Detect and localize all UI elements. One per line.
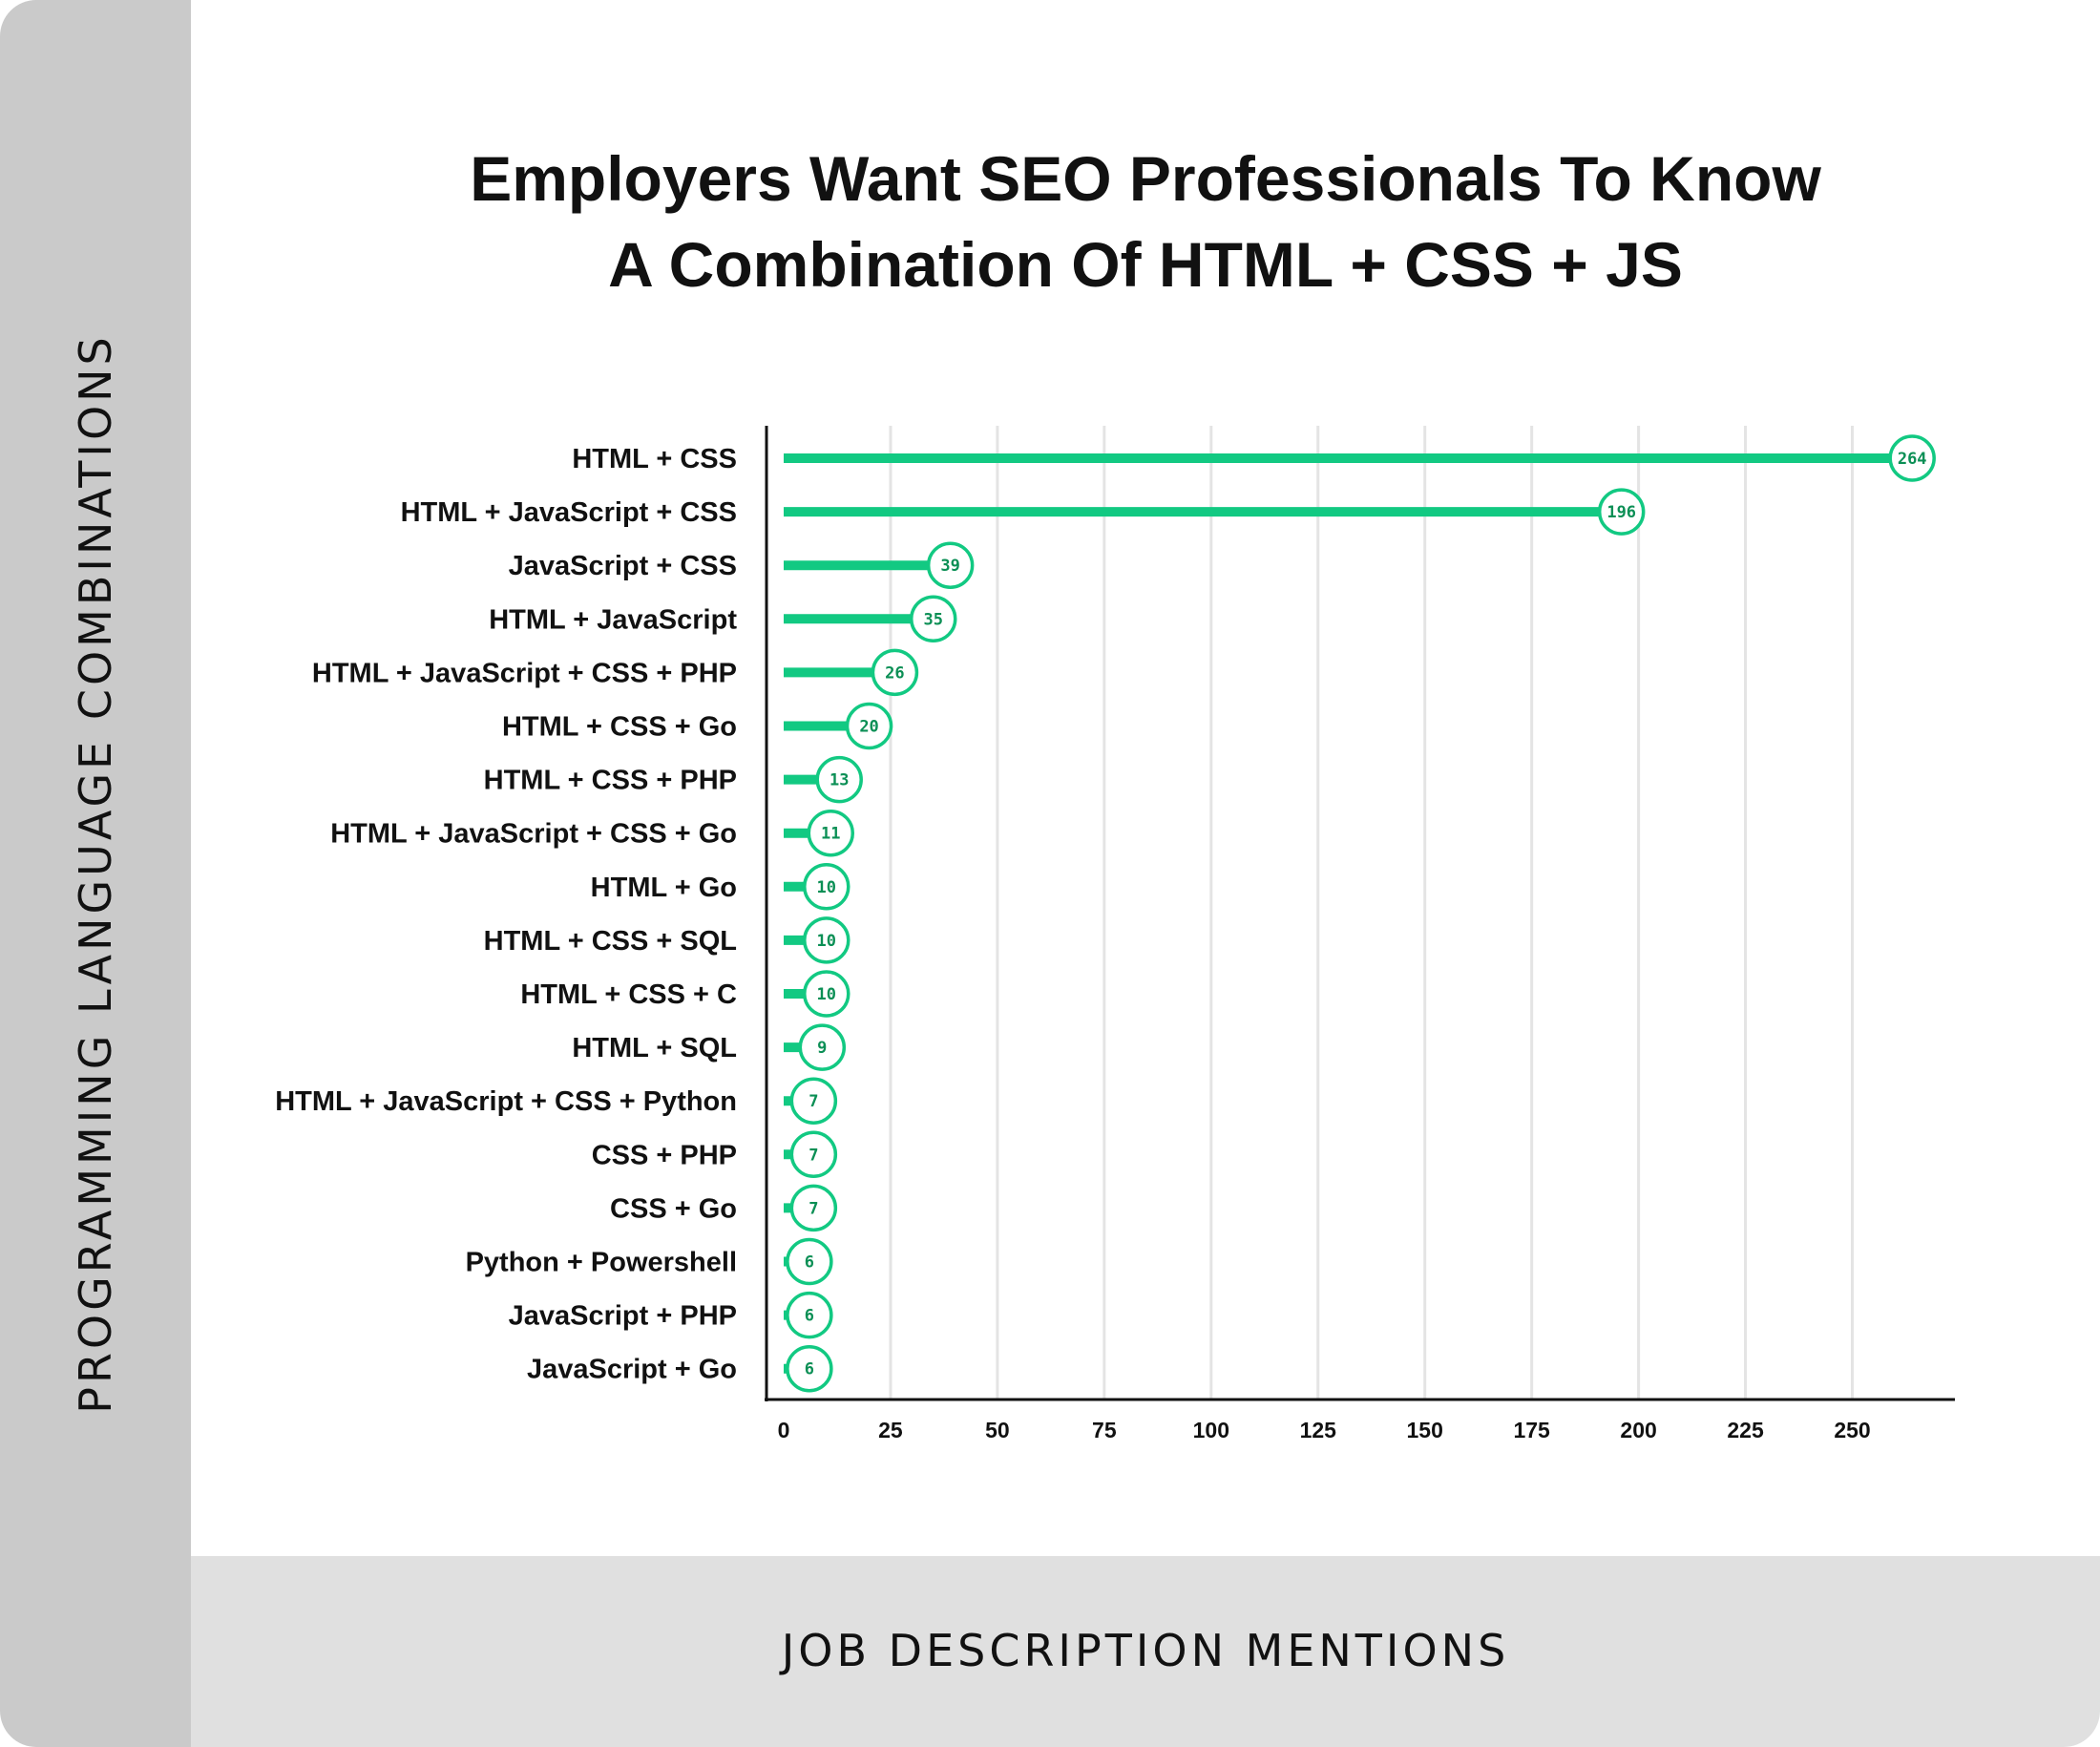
x-tick-label: 100 [1193, 1418, 1229, 1442]
bar-end-marker [803, 916, 850, 964]
chart-title-line-1: Employers Want SEO Professionals To Know [470, 143, 1821, 214]
category-label: HTML + Go [591, 873, 737, 903]
category-label: HTML + CSS + PHP [484, 766, 737, 796]
bar-end-marker [786, 1237, 833, 1286]
bar-end-marker [909, 595, 957, 643]
data-label: 20 [859, 718, 878, 737]
data-label: 39 [940, 557, 959, 576]
data-label: 6 [805, 1360, 814, 1379]
bar-end-marker [789, 1130, 838, 1179]
x-axis-band [191, 1556, 2100, 1747]
x-tick-label: 25 [878, 1418, 903, 1442]
bar-end-marker [815, 755, 863, 804]
category-label: HTML + CSS + C [520, 979, 737, 1010]
bar-end-marker [871, 648, 919, 697]
bar-end-marker [786, 1344, 833, 1393]
category-label: HTML + CSS [572, 444, 737, 474]
x-tick-label: 75 [1092, 1418, 1117, 1442]
bar-end-marker [798, 1023, 847, 1071]
data-label: 196 [1606, 503, 1636, 522]
bar-end-marker [786, 1291, 833, 1339]
category-label: CSS + Go [610, 1193, 737, 1224]
data-label: 10 [817, 932, 836, 951]
category-label: HTML + JavaScript + CSS + Python [275, 1086, 737, 1117]
bar-end-marker [789, 1077, 838, 1125]
data-label: 9 [817, 1039, 827, 1058]
category-label: HTML + SQL [572, 1033, 737, 1063]
bar-end-marker [1597, 488, 1646, 536]
data-label: 6 [805, 1307, 814, 1326]
x-tick-label: 50 [985, 1418, 1010, 1442]
category-label: CSS + PHP [592, 1140, 737, 1170]
bar-end-marker [845, 702, 893, 750]
category-label: HTML + JavaScript [489, 604, 737, 635]
bar-end-marker [803, 863, 850, 911]
bar-end-marker [1888, 434, 1936, 482]
bar-end-marker [807, 809, 855, 857]
x-tick-label: 175 [1513, 1418, 1550, 1442]
bar-end-marker [926, 541, 975, 589]
x-tick-label: 125 [1300, 1418, 1337, 1442]
category-label: HTML + CSS + Go [502, 712, 737, 743]
data-label: 35 [923, 610, 942, 629]
chart-title: Employers Want SEO Professionals To Know… [325, 136, 1966, 307]
category-label: JavaScript + PHP [509, 1301, 737, 1332]
category-label: HTML + JavaScript + CSS [401, 497, 737, 528]
x-tick-label: 0 [778, 1418, 790, 1442]
chart-title-line-2: A Combination Of HTML + CSS + JS [608, 229, 1683, 300]
data-label: 7 [808, 1146, 818, 1165]
category-label: HTML + CSS + SQL [484, 926, 737, 957]
x-tick-label: 200 [1620, 1418, 1656, 1442]
bar-chart-plot: 0 25 50 75 100 125 150 175 200 225 250 HTML + CSS 26… [275, 426, 1955, 1442]
category-label: JavaScript + CSS [509, 551, 737, 581]
category-label: HTML + JavaScript + CSS + Go [330, 819, 737, 850]
x-tick-label: 225 [1727, 1418, 1764, 1442]
data-label: 13 [830, 771, 849, 790]
data-label: 10 [817, 878, 836, 897]
x-axis-title: JOB DESCRIPTION MENTIONS [781, 1625, 1510, 1676]
x-tick-label: 150 [1407, 1418, 1443, 1442]
category-label: Python + Powershell [466, 1248, 737, 1278]
data-label: 7 [808, 1092, 818, 1111]
data-label: 11 [821, 825, 840, 844]
data-label: 6 [805, 1253, 814, 1273]
data-label: 10 [817, 985, 836, 1004]
category-label: HTML + JavaScript + CSS + PHP [312, 658, 737, 688]
data-label: 26 [885, 663, 904, 683]
data-label: 7 [808, 1199, 818, 1218]
y-axis-band [0, 0, 191, 1747]
bar-end-marker [803, 970, 850, 1018]
data-label: 264 [1898, 450, 1927, 469]
bar-end-marker [789, 1184, 838, 1232]
category-label: JavaScript + Go [527, 1355, 737, 1385]
x-tick-label: 250 [1834, 1418, 1870, 1442]
